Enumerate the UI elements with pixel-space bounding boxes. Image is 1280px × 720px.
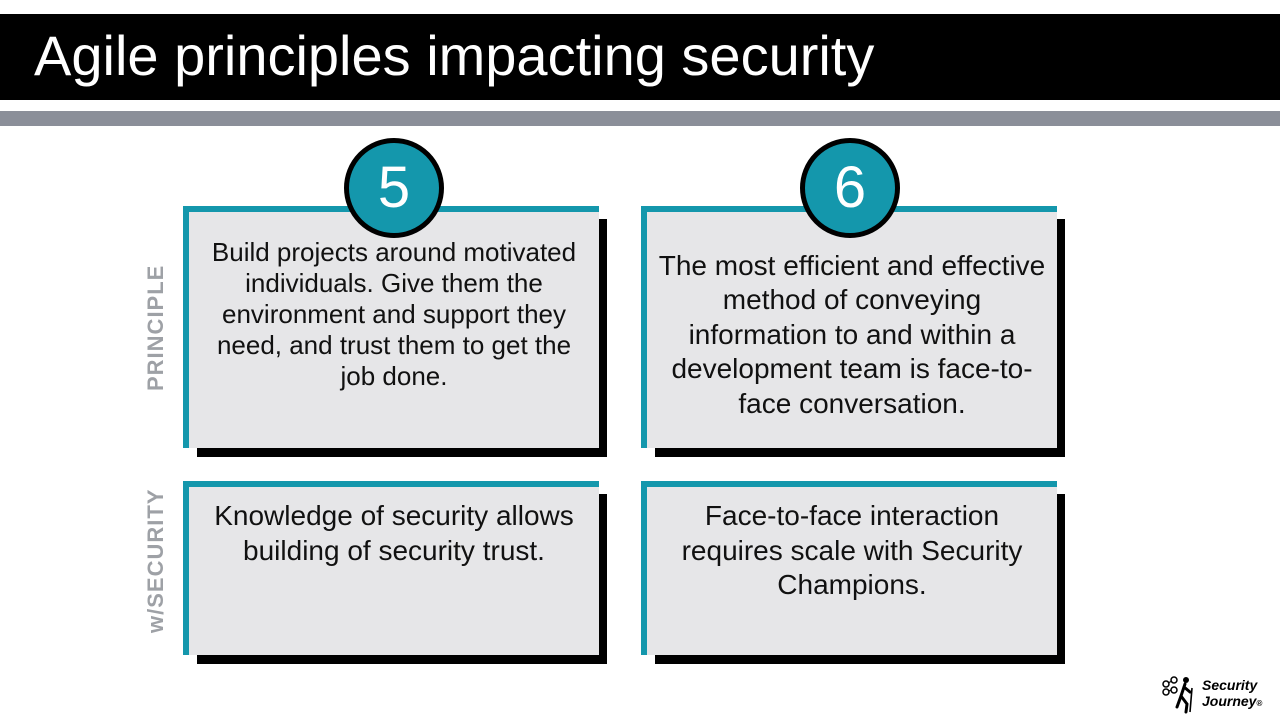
card-6-principle-text: The most efficient and effective method … xyxy=(658,249,1046,419)
security-journey-logo: Security Journey® xyxy=(1160,674,1270,714)
logo-line-1: Security xyxy=(1202,677,1258,693)
title-bar: Agile principles impacting security xyxy=(0,14,1280,100)
card-6-security-text: Face-to-face interaction requires scale … xyxy=(681,500,1023,600)
registered-mark: ® xyxy=(1256,699,1263,708)
card-body: Face-to-face interaction requires scale … xyxy=(641,481,1057,655)
number-badge-5: 5 xyxy=(344,138,444,238)
card-body: Knowledge of security allows building of… xyxy=(183,481,599,655)
number-badge-6: 6 xyxy=(800,138,900,238)
card-body: Build projects around motivated individu… xyxy=(183,206,599,448)
card-body: The most efficient and effective method … xyxy=(641,206,1057,448)
card-5-security-text: Knowledge of security allows building of… xyxy=(214,500,574,566)
card-5-principle-text: Build projects around motivated individu… xyxy=(211,236,577,391)
logo-text: Security Journey® xyxy=(1202,677,1262,712)
row-label-principle: PRINCIPLE xyxy=(143,264,168,391)
slide-title: Agile principles impacting security xyxy=(34,24,875,87)
row-label-security: w/SECURITY xyxy=(143,488,168,633)
logo-line-2-word: Journey xyxy=(1202,693,1257,709)
divider-bar xyxy=(0,111,1280,126)
logo-line-2: Journey® xyxy=(1202,693,1262,712)
hiker-icon xyxy=(1162,676,1193,714)
